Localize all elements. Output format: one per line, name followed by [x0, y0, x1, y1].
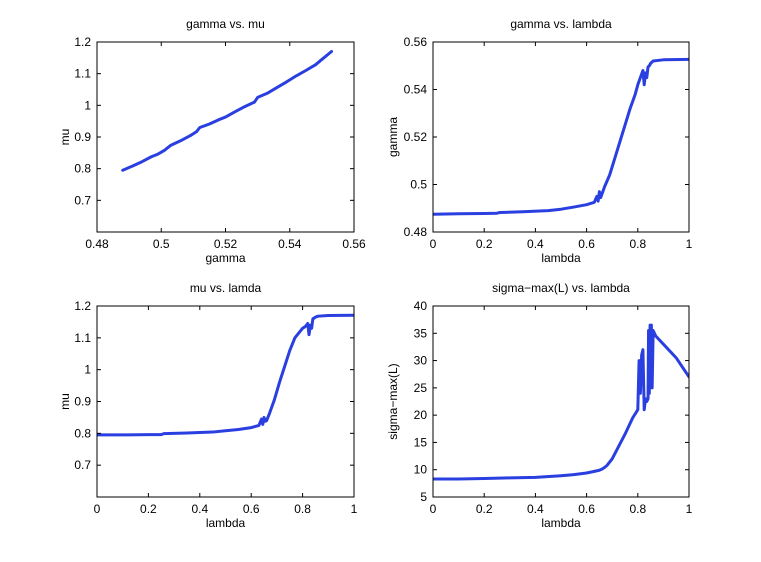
chart-2-x-axis-label: lambda: [541, 251, 581, 265]
chart-4-y-tick-label: 25: [414, 381, 428, 395]
chart-3-x-tick-label: 0: [94, 502, 101, 516]
chart-3-x-tick-label: 1: [351, 502, 358, 516]
chart-1-x-tick-label: 0.52: [214, 237, 238, 251]
chart-1-series-line-1: [121, 50, 334, 172]
chart-3-series-line-1: [97, 313, 354, 437]
chart-4-y-tick-label: 20: [414, 408, 428, 422]
chart-4-y-tick-label: 15: [414, 435, 428, 449]
chart-3-axes-frame: [96, 305, 355, 498]
chart-2-x-tick-label: 1: [686, 237, 693, 251]
chart-1-x-tick-label: 0.54: [278, 237, 302, 251]
chart-1-x-axis-label: gamma: [205, 251, 245, 265]
chart-1-x-tick-label: 0.48: [85, 237, 109, 251]
chart-2-y-tick-label: 0.56: [404, 35, 428, 49]
chart-4-x-tick-label: 0.8: [629, 502, 646, 516]
chart-4-title: sigma−max(L) vs. lambda: [492, 281, 630, 295]
chart-2-y-tick-label: 0.48: [404, 225, 428, 239]
chart-1-y-tick-label: 1: [84, 98, 91, 112]
chart-1-x-tick-label: 0.5: [153, 237, 170, 251]
chart-2-y-tick-label: 0.5: [410, 178, 427, 192]
chart-4-x-axis-label: lambda: [541, 516, 581, 530]
chart-1-y-tick-label: 0.8: [74, 162, 91, 176]
chart-4-x-tick-label: 0.2: [476, 502, 493, 516]
chart-3-y-axis-label: mu: [58, 393, 72, 410]
chart-1: 0.48 0.5 0.52 0.54 0.56 0.7 0.8 0.9 1 1.1 1.2 gamma…: [58, 17, 366, 265]
chart-4-y-tick-label: 40: [414, 299, 428, 313]
chart-1-y-tick-label: 1.1: [74, 67, 91, 81]
chart-1-x-tick-label: 0.56: [342, 237, 366, 251]
chart-3-x-tick-label: 0.2: [140, 502, 157, 516]
chart-3-x-tick-label: 0.4: [191, 502, 208, 516]
chart-2-x-tick-label: 0.6: [578, 237, 595, 251]
chart-2-x-tick-label: 0.4: [527, 237, 544, 251]
chart-3-y-tick-label: 0.8: [74, 426, 91, 440]
chart-1-y-tick-label: 1.2: [74, 35, 91, 49]
chart-3-y-tick-label: 1.1: [74, 331, 91, 345]
chart-4-y-tick-label: 35: [414, 326, 428, 340]
chart-2-series-line-1: [433, 57, 689, 216]
chart-3-y-tick-label: 1: [84, 363, 91, 377]
chart-4-x-tick-label: 0.4: [527, 502, 544, 516]
chart-1-y-tick-label: 0.7: [74, 193, 91, 207]
chart-4-y-axis-label: sigma−max(L): [386, 363, 400, 439]
chart-1-title: gamma vs. mu: [186, 17, 265, 31]
chart-4-series-line-1: [433, 323, 689, 481]
chart-3-y-tick-label: 0.9: [74, 395, 91, 409]
chart-4-x-tick-label: 0: [430, 502, 437, 516]
chart-2-x-tick-label: 0.8: [629, 237, 646, 251]
chart-2-y-tick-label: 0.52: [404, 130, 428, 144]
chart-3-title: mu vs. lamda: [190, 281, 262, 295]
chart-4-y-tick-label: 5: [420, 490, 427, 504]
chart-3-x-axis-label: lambda: [206, 516, 246, 530]
chart-2-x-tick-label: 0.2: [476, 237, 493, 251]
chart-2-title: gamma vs. lambda: [510, 17, 612, 31]
chart-2-y-tick-label: 0.54: [404, 83, 428, 97]
chart-1-y-axis-label: mu: [58, 129, 72, 146]
chart-2-y-axis-label: gamma: [386, 117, 400, 157]
chart-3: 0 0.2 0.4 0.6 0.8 1 0.7 0.8 0.9 1 1.1 1.2 mu vs. lam…: [58, 281, 358, 530]
chart-4-axes-frame: [432, 305, 690, 498]
chart-3-y-tick-label: 1.2: [74, 299, 91, 313]
chart-4-x-tick-label: 0.6: [578, 502, 595, 516]
chart-2: 0 0.2 0.4 0.6 0.8 1 0.48 0.5 0.52 0.54 0.56 gamma v…: [386, 17, 693, 265]
chart-1-axes-frame: [96, 41, 355, 233]
chart-3-x-tick-label: 0.6: [243, 502, 260, 516]
chart-1-y-tick-label: 0.9: [74, 130, 91, 144]
chart-3-x-tick-label: 0.8: [294, 502, 311, 516]
chart-2-axes-frame: [432, 41, 690, 233]
chart-4-y-tick-label: 30: [414, 354, 428, 368]
chart-2-x-tick-label: 0: [430, 237, 437, 251]
chart-4-x-tick-label: 1: [686, 502, 693, 516]
chart-3-y-tick-label: 0.7: [74, 458, 91, 472]
chart-4-y-tick-label: 10: [414, 463, 428, 477]
chart-4: 0 0.2 0.4 0.6 0.8 1510152025303540sigma−max(L…: [386, 281, 693, 530]
